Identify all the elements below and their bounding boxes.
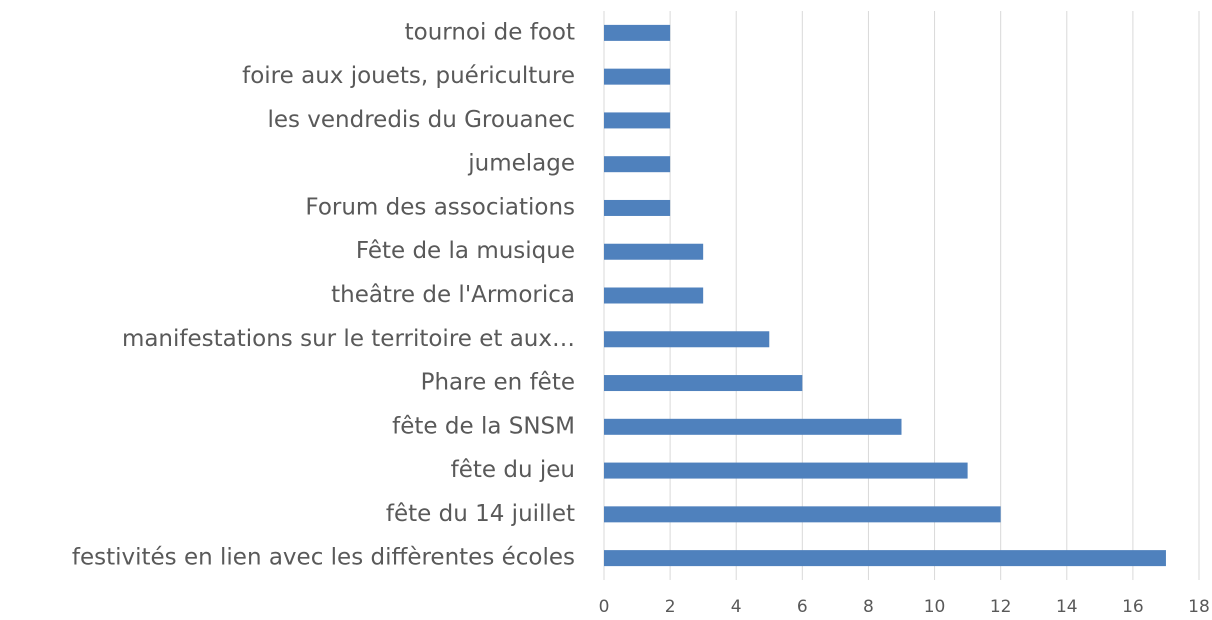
x-tick-label: 2 [665, 597, 676, 617]
bar [604, 375, 803, 392]
x-tick-label: 6 [797, 597, 808, 617]
bar [604, 506, 1001, 523]
x-tick-label: 8 [863, 597, 874, 617]
x-tick-label: 12 [990, 597, 1012, 617]
y-tick-label: manifestations sur le territoire et aux… [122, 326, 575, 352]
y-tick-label: tournoi de foot [405, 19, 575, 45]
bar [604, 156, 671, 173]
bar [604, 550, 1166, 567]
bar [604, 287, 704, 304]
x-tick-label: 18 [1188, 597, 1210, 617]
bar [604, 418, 902, 435]
bar [604, 24, 671, 41]
x-tick-label: 16 [1122, 597, 1144, 617]
x-tick-label: 0 [599, 597, 610, 617]
y-tick-label: Phare en fête [421, 370, 575, 396]
bar [604, 243, 704, 260]
bar [604, 68, 671, 85]
y-tick-label: fête de la SNSM [392, 413, 575, 439]
bar [604, 112, 671, 129]
y-tick-label: fête du 14 juillet [386, 501, 575, 527]
y-tick-label: foire aux jouets, puériculture [242, 63, 575, 89]
y-tick-label: Fête de la musique [356, 238, 575, 264]
bar [604, 199, 671, 216]
bar [604, 462, 968, 479]
y-tick-label: Forum des associations [305, 194, 575, 220]
y-tick-label: festivités en lien avec les diffèrentes … [72, 545, 575, 571]
bar [604, 331, 770, 348]
y-tick-label: theâtre de l'Armorica [331, 282, 575, 308]
x-tick-label: 4 [731, 597, 742, 617]
y-tick-label: fête du jeu [451, 457, 575, 483]
y-tick-label: jumelage [467, 151, 575, 177]
x-tick-label: 10 [924, 597, 946, 617]
x-tick-label: 14 [1056, 597, 1078, 617]
y-tick-label: les vendredis du Grouanec [267, 107, 575, 133]
